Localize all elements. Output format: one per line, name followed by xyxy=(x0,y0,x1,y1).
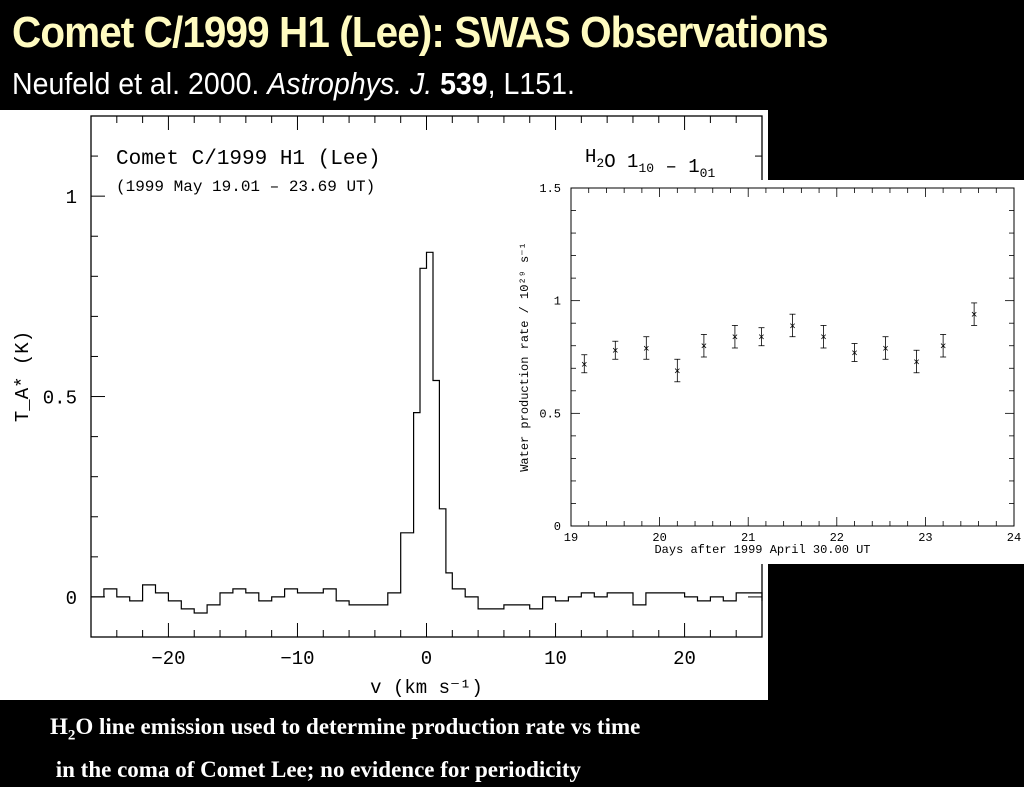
citation-authors: Neufeld et al. 2000. xyxy=(12,66,260,101)
spectrum-xtick-label: 10 xyxy=(544,648,567,670)
spectrum-title: Comet C/1999 H1 (Lee) xyxy=(116,148,381,171)
production-rate-panel: 19 20 21 22 23 24 0 0.5 1 1.5 × × × × × × × × × × × × × × Days a… xyxy=(510,180,1024,564)
slide-citation: Neufeld et al. 2000. Astrophys. J. 539, … xyxy=(12,66,575,102)
caption-sub-2: 2 xyxy=(67,727,76,744)
inset-data-point: × xyxy=(674,367,681,379)
inset-xtick-label: 21 xyxy=(741,531,755,545)
caption-line-2: in the coma of Comet Lee; no evidence fo… xyxy=(50,756,582,782)
inset-ytick-label: 0.5 xyxy=(539,407,561,421)
citation-volume: 539 xyxy=(440,66,488,101)
spectrum-xlabel: v (km s⁻¹) xyxy=(370,677,483,699)
slide-title: Comet C/1999 H1 (Lee): SWAS Observations xyxy=(12,8,829,57)
inset-data-point: × xyxy=(701,342,708,354)
inset-data-point: × xyxy=(940,342,947,354)
inset-frame xyxy=(570,187,1015,527)
spectrum-xtick-label: 0 xyxy=(421,648,432,670)
spectrum-xtick-label: −20 xyxy=(151,648,185,670)
inset-ytick-label: 0 xyxy=(554,520,561,534)
inset-xtick-label: 19 xyxy=(564,531,578,545)
inset-data-point: × xyxy=(882,344,889,356)
inset-xlabel: Days after 1999 April 30.00 UT xyxy=(654,543,870,557)
slide-caption: H2O line emission used to determine prod… xyxy=(50,710,640,787)
citation-journal: Astrophys. J. xyxy=(267,66,433,101)
inset-xtick-label: 22 xyxy=(830,531,844,545)
inset-data-point: × xyxy=(913,358,920,370)
spectrum-transition-label: H2O 110 – 101 xyxy=(585,146,715,181)
inset-data-point: × xyxy=(789,321,796,333)
inset-data-point: × xyxy=(643,344,650,356)
inset-ytick-label: 1 xyxy=(554,295,561,309)
inset-xtick-label: 20 xyxy=(652,531,666,545)
inset-xtick-label: 23 xyxy=(918,531,932,545)
inset-data-point: × xyxy=(820,333,827,345)
inset-data-point: × xyxy=(758,333,765,345)
production-rate-chart: 19 20 21 22 23 24 0 0.5 1 1.5 × × × × × × × × × × × × × × Days a… xyxy=(518,182,1021,557)
spectrum-ytick-label: 0 xyxy=(66,588,77,610)
spectrum-ytick-label: 1 xyxy=(66,187,77,209)
spectrum-line xyxy=(91,251,763,614)
spectrum-ylabel: T_A* (K) xyxy=(12,331,34,422)
spectrum-subtitle: (1999 May 19.01 – 23.69 UT) xyxy=(116,178,375,196)
caption-line-1: H2O line emission used to determine prod… xyxy=(50,710,640,753)
inset-xtick-label: 24 xyxy=(1007,531,1021,545)
caption-h: H xyxy=(50,714,68,739)
caption-rest: O line emission used to determine produc… xyxy=(75,714,641,739)
inset-data-point: × xyxy=(581,360,588,372)
inset-data-point: × xyxy=(971,310,978,322)
inset-data-point: × xyxy=(612,346,619,358)
citation-page: , L151. xyxy=(487,66,575,101)
inset-data-point: × xyxy=(732,333,739,345)
inset-ylabel: Water production rate / 10²⁹ s⁻¹ xyxy=(518,242,532,472)
spectrum-ytick-label: 0.5 xyxy=(43,388,77,410)
spectrum-xtick-label: −10 xyxy=(280,648,314,670)
spectrum-xtick-label: 20 xyxy=(673,648,696,670)
inset-ytick-label: 1.5 xyxy=(539,182,561,196)
inset-data-point: × xyxy=(851,348,858,360)
